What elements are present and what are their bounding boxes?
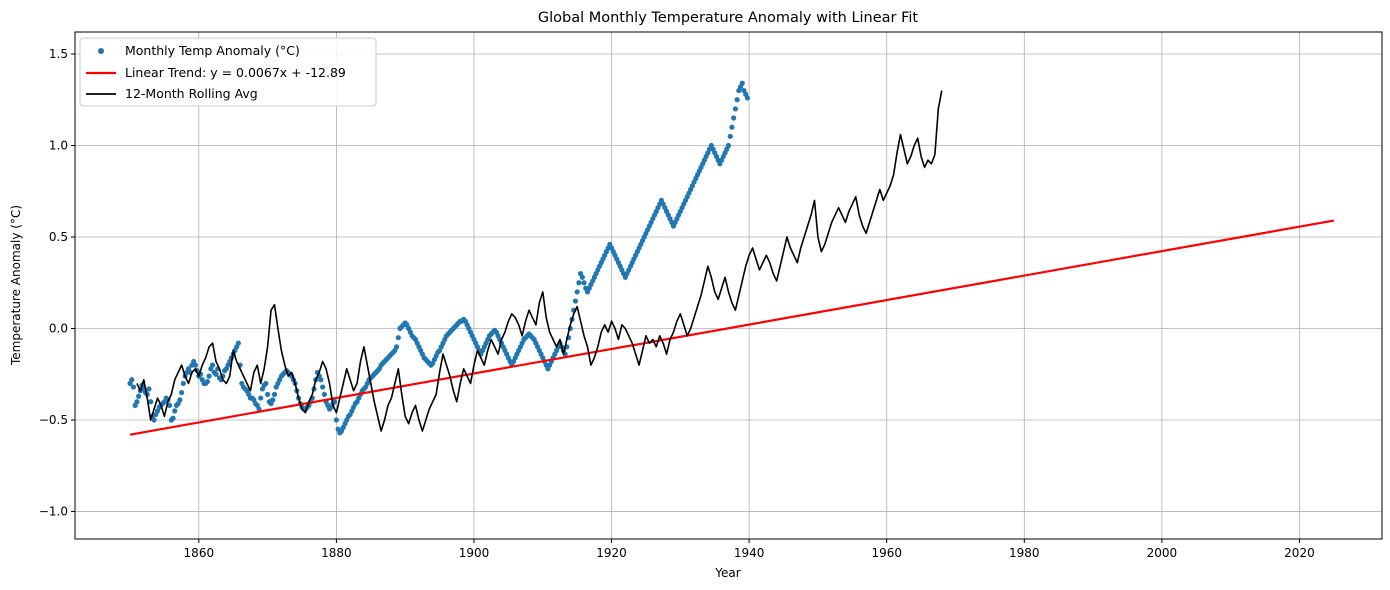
- legend-rolling-label: 12-Month Rolling Avg: [125, 86, 258, 101]
- y-axis-ticks: −1.0 −0.5 0.0 0.5 1.0 1.5: [39, 47, 75, 519]
- y-tick-label: 1.5: [49, 47, 68, 61]
- x-tick-label: 1900: [459, 546, 490, 560]
- y-tick-label: 1.0: [49, 138, 68, 152]
- scatter-point: [130, 384, 137, 390]
- scatter-point: [393, 344, 400, 350]
- scatter-point: [170, 415, 176, 421]
- scatter-point: [732, 106, 738, 112]
- x-tick-label: 1880: [321, 546, 352, 560]
- scatter-point: [318, 377, 324, 383]
- scatter-point: [395, 335, 401, 341]
- scatter-point: [727, 133, 733, 139]
- scatter-point: [177, 397, 183, 403]
- scatter-point: [179, 389, 185, 396]
- scatter-point: [333, 417, 339, 423]
- rolling-average-line: [136, 90, 943, 432]
- scatter-point: [263, 380, 269, 387]
- scatter-point: [256, 406, 262, 412]
- scatter-point: [739, 80, 745, 86]
- scatter-point: [129, 377, 135, 383]
- scatter-point: [134, 399, 140, 405]
- trend-line: [129, 219, 1335, 436]
- scatter-point: [192, 362, 198, 368]
- legend-scatter-label: Monthly Temp Anomaly (°C): [125, 43, 300, 58]
- scatter-point: [572, 298, 579, 304]
- x-tick-label: 2020: [1284, 546, 1315, 560]
- scatter-point: [744, 95, 751, 101]
- scatter-point: [729, 124, 735, 130]
- legend-trend-label: Linear Trend: y = 0.0067x + -12.89: [125, 65, 346, 80]
- scatter-point: [148, 399, 154, 405]
- scatter-point: [206, 373, 212, 379]
- x-tick-label: 1860: [184, 546, 215, 560]
- x-tick-label: 1940: [734, 546, 765, 560]
- scatter-point: [734, 97, 740, 103]
- scatter-point: [235, 340, 241, 346]
- scatter-point: [151, 417, 157, 423]
- scatter-point: [581, 280, 587, 286]
- scatter-point: [270, 397, 276, 403]
- scatter-point: [213, 371, 219, 377]
- x-tick-label: 1960: [871, 546, 902, 560]
- x-tick-label: 1980: [1009, 546, 1040, 560]
- scatter-point: [579, 274, 585, 280]
- trend-layer: [129, 219, 1335, 436]
- x-axis-title: Year: [714, 566, 740, 580]
- x-axis-ticks: 1860 1880 1900 1920 1940 1960 1980 2000 2020: [184, 539, 1315, 560]
- scatter-point: [172, 408, 178, 414]
- scatter-point: [204, 378, 211, 385]
- scatter-point: [320, 384, 326, 390]
- scatter-point: [265, 391, 271, 398]
- scatter-point: [576, 280, 582, 286]
- scatter-point: [321, 391, 327, 398]
- plot-frame: [74, 31, 1383, 540]
- scatter-point: [731, 115, 737, 121]
- y-tick-label: 0.5: [49, 230, 68, 244]
- scatter-point: [166, 402, 173, 408]
- y-tick-label: −1.0: [39, 505, 68, 519]
- y-tick-label: 0.0: [49, 322, 68, 336]
- scatter-point: [146, 386, 152, 392]
- scatter-point: [725, 142, 732, 149]
- legend-scatter-marker: [98, 48, 104, 54]
- y-axis-title: Temperature Anomaly (°C): [9, 205, 23, 366]
- scatter-point: [574, 289, 580, 295]
- x-tick-label: 1920: [596, 546, 627, 560]
- scatter-point: [136, 393, 142, 399]
- chart-title: Global Monthly Temperature Anomaly with …: [538, 10, 919, 26]
- rolling-layer: [136, 90, 943, 432]
- x-tick-label: 2000: [1147, 546, 1178, 560]
- legend-box: [79, 37, 377, 107]
- scatter-point: [258, 395, 264, 401]
- scatter-point: [271, 391, 278, 398]
- scatter-point: [180, 380, 186, 387]
- scatter-point: [209, 362, 216, 368]
- y-tick-label: −0.5: [39, 413, 68, 427]
- legend: Monthly Temp Anomaly (°C) Linear Trend: …: [79, 37, 377, 107]
